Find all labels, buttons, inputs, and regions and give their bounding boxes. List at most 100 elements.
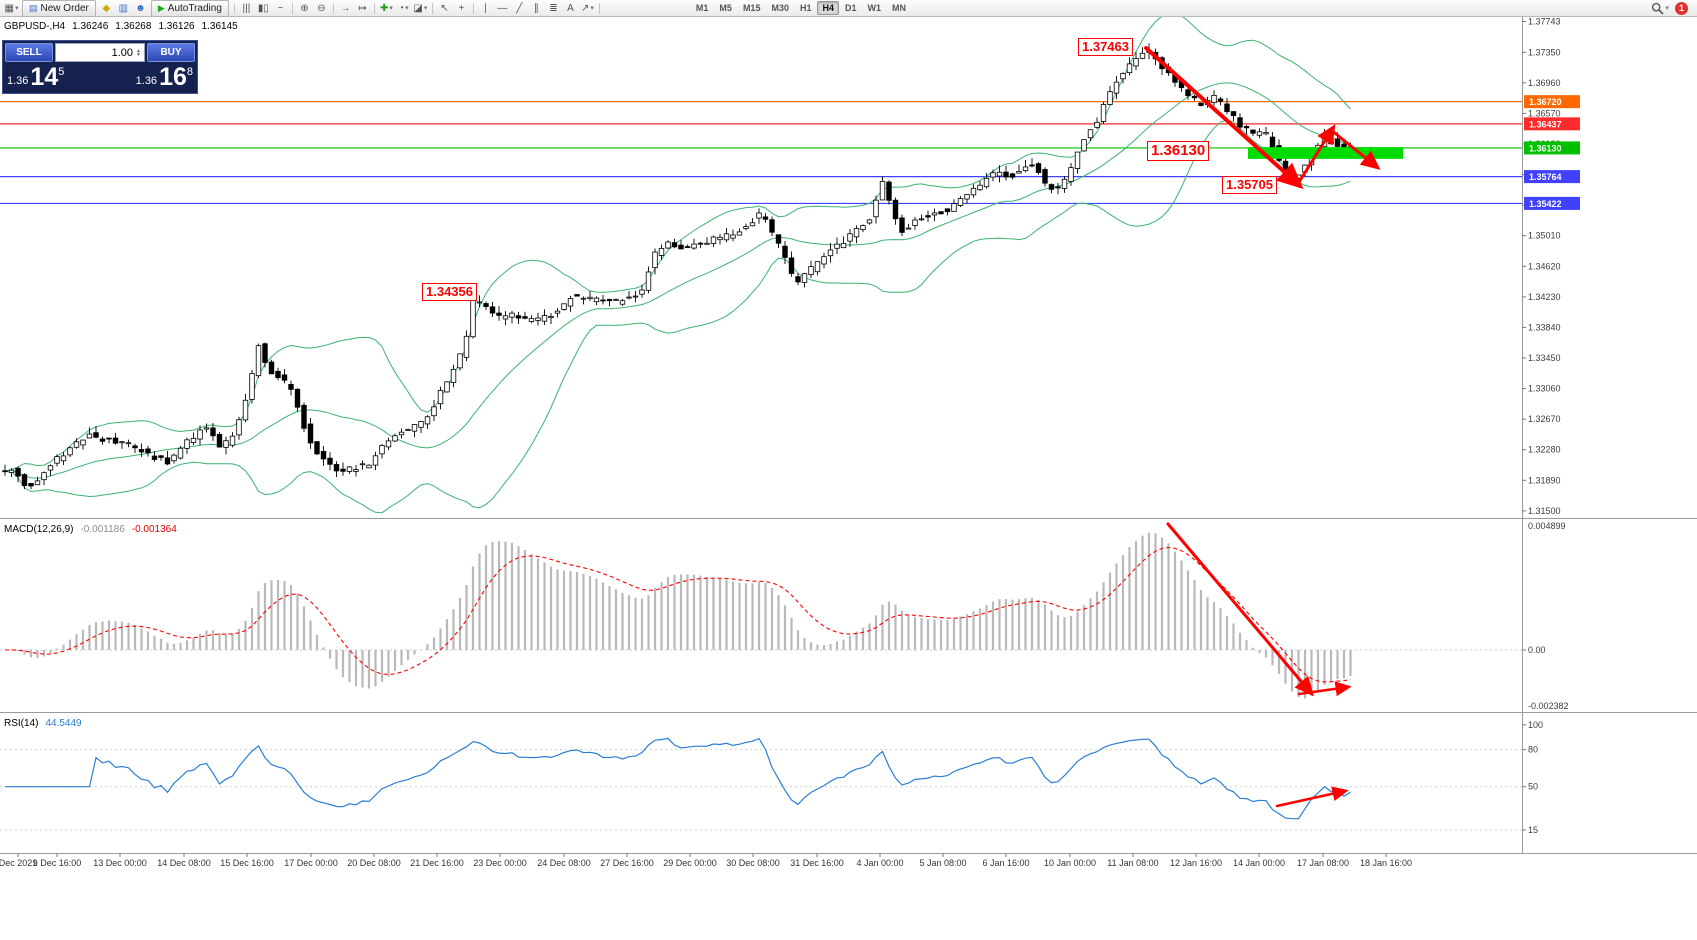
- auto-scroll-button[interactable]: →: [340, 2, 351, 14]
- svg-text:1.36570: 1.36570: [1528, 108, 1561, 118]
- sell-price-sup: 5: [58, 66, 65, 78]
- toolbar-separator: [431, 2, 433, 14]
- arrow-tools-button[interactable]: ↗ ▾: [580, 2, 594, 14]
- dropdown-arrow-icon: ▾: [590, 5, 594, 12]
- dropdown-arrow-icon: ▾: [423, 5, 428, 12]
- svg-text:1.35010: 1.35010: [1528, 231, 1561, 241]
- new-chart-button[interactable]: ▦ ▾: [4, 2, 19, 14]
- candlestick-chart-button[interactable]: ▮▯: [257, 2, 269, 14]
- sell-price-prefix: 1.36: [7, 75, 29, 87]
- macd-main-value: -0.001186: [80, 524, 125, 535]
- svg-text:21 Dec 16:00: 21 Dec 16:00: [410, 858, 464, 868]
- market-watch-icon[interactable]: ▥: [118, 2, 129, 14]
- price-annotation[interactable]: 1.36130: [1147, 141, 1210, 161]
- crosshair-button[interactable]: +: [458, 2, 465, 14]
- svg-text:29 Dec 00:00: 29 Dec 00:00: [663, 858, 717, 868]
- svg-text:1.33450: 1.33450: [1528, 353, 1561, 363]
- timeframe-d1-button[interactable]: D1: [845, 3, 857, 13]
- zoom-out-button[interactable]: ⊖: [317, 2, 326, 14]
- indicators-button[interactable]: ✚ ▾: [379, 2, 393, 14]
- spinner-down-icon[interactable]: ▼: [136, 51, 141, 58]
- rsi-label: RSI(14): [4, 718, 39, 729]
- chart-ohlc-header: GBPUSD-,H4 1.36246 1.36268 1.36126 1.361…: [4, 21, 238, 32]
- svg-text:100: 100: [1528, 720, 1543, 730]
- toolbar-separator: [233, 2, 235, 14]
- svg-text:1.31890: 1.31890: [1528, 475, 1561, 485]
- macd-header: MACD(12,26,9) -0.001186 -0.001364: [4, 524, 177, 535]
- chart-shift-button[interactable]: ↦: [358, 2, 367, 14]
- notifications-badge[interactable]: 1: [1675, 1, 1688, 15]
- horizontal-line-button[interactable]: ―: [497, 2, 508, 14]
- price-annotation[interactable]: 1.35705: [1222, 176, 1277, 194]
- svg-text:1.35764: 1.35764: [1529, 172, 1562, 182]
- svg-text:12 Jan 16:00: 12 Jan 16:00: [1170, 858, 1222, 868]
- timeframe-w1-button[interactable]: W1: [867, 3, 882, 13]
- volume-input[interactable]: 1.00 ▲ ▼: [55, 43, 145, 62]
- svg-text:Dec 2021: Dec 2021: [0, 858, 37, 868]
- buy-button[interactable]: BUY: [147, 43, 195, 62]
- accounts-icon[interactable]: ☻: [135, 2, 146, 14]
- timeframe-m30-button[interactable]: M30: [771, 3, 789, 13]
- toolbar-separator: [291, 2, 293, 14]
- svg-text:9 Dec 16:00: 9 Dec 16:00: [33, 858, 82, 868]
- buy-price-big: 16: [159, 63, 187, 91]
- svg-text:1.37350: 1.37350: [1528, 47, 1561, 57]
- volume-stepper[interactable]: ▲ ▼: [136, 47, 141, 58]
- text-button[interactable]: A: [567, 2, 574, 14]
- buy-price: 1.36 16 8: [136, 65, 193, 90]
- bar-chart-button[interactable]: |||: [242, 2, 251, 14]
- svg-text:1.37743: 1.37743: [1528, 16, 1561, 26]
- new-order-icon: ▤: [29, 2, 38, 13]
- fibonacci-button[interactable]: ≣: [549, 2, 558, 14]
- sell-price-big: 14: [30, 63, 59, 91]
- periods-button[interactable]: ◔ ▾: [398, 2, 409, 14]
- spinner-up-icon[interactable]: ▲: [136, 47, 141, 54]
- timeframe-mn-button[interactable]: MN: [892, 3, 907, 13]
- timeframe-m5-button[interactable]: M5: [719, 3, 732, 13]
- new-order-button[interactable]: ▤ New Order: [22, 0, 96, 17]
- price-annotation[interactable]: 1.37463: [1078, 38, 1133, 56]
- timeframe-m1-button[interactable]: M1: [695, 3, 709, 13]
- dropdown-arrow-icon: ▾: [14, 5, 19, 12]
- templates-button[interactable]: ◪ ▾: [413, 2, 428, 14]
- channel-button[interactable]: ∥: [533, 2, 539, 14]
- svg-text:24 Dec 08:00: 24 Dec 08:00: [537, 858, 591, 868]
- svg-text:31 Dec 16:00: 31 Dec 16:00: [790, 858, 844, 868]
- open-value: 1.36246: [72, 21, 109, 32]
- price-annotation[interactable]: 1.34356: [422, 283, 477, 301]
- sell-price: 1.36 14 5: [7, 65, 64, 90]
- main-toolbar: ▦ ▾ ▤ New Order ◆ ▥ ☻ ▶ AutoTrading ||| ▮▯ ~ ⊕ ⊖ → ↦ ✚ ▾ ◔…: [0, 0, 1697, 17]
- buy-price-prefix: 1.36: [135, 75, 158, 87]
- svg-text:1.35422: 1.35422: [1529, 199, 1562, 209]
- svg-text:10 Jan 00:00: 10 Jan 00:00: [1044, 858, 1096, 868]
- volume-value: 1.00: [111, 46, 134, 59]
- toolbar-separator: [472, 2, 474, 14]
- svg-text:1.31500: 1.31500: [1528, 506, 1561, 516]
- timeframe-h4-button[interactable]: H4: [817, 1, 839, 15]
- svg-text:11 Jan 08:00: 11 Jan 08:00: [1107, 858, 1158, 868]
- strategy-tester-icon[interactable]: ◆: [102, 2, 111, 14]
- sell-button[interactable]: SELL: [5, 43, 53, 62]
- search-icon[interactable]: ▾: [1651, 1, 1669, 16]
- toolbar-separator: [373, 2, 375, 14]
- svg-text:14 Dec 08:00: 14 Dec 08:00: [157, 858, 211, 868]
- toolbar-separator: [598, 2, 600, 14]
- zoom-in-button[interactable]: ⊕: [300, 2, 309, 14]
- svg-text:1.33840: 1.33840: [1528, 322, 1561, 332]
- cursor-button[interactable]: ↖: [440, 2, 449, 14]
- svg-text:23 Dec 00:00: 23 Dec 00:00: [473, 858, 527, 868]
- timeframe-m15-button[interactable]: M15: [742, 3, 761, 13]
- autotrading-icon: ▶: [157, 2, 165, 13]
- low-value: 1.36126: [158, 21, 195, 32]
- line-chart-button[interactable]: ~: [277, 2, 284, 14]
- vertical-line-button[interactable]: ∣: [482, 2, 488, 14]
- rsi-header: RSI(14) 44.5449: [4, 718, 82, 729]
- autotrading-button[interactable]: ▶ AutoTrading: [150, 0, 229, 17]
- svg-text:20 Dec 08:00: 20 Dec 08:00: [347, 858, 401, 868]
- svg-text:0.004899: 0.004899: [1528, 521, 1566, 531]
- trendline-button[interactable]: ╱: [516, 2, 523, 14]
- timeframe-h1-button[interactable]: H1: [799, 3, 812, 13]
